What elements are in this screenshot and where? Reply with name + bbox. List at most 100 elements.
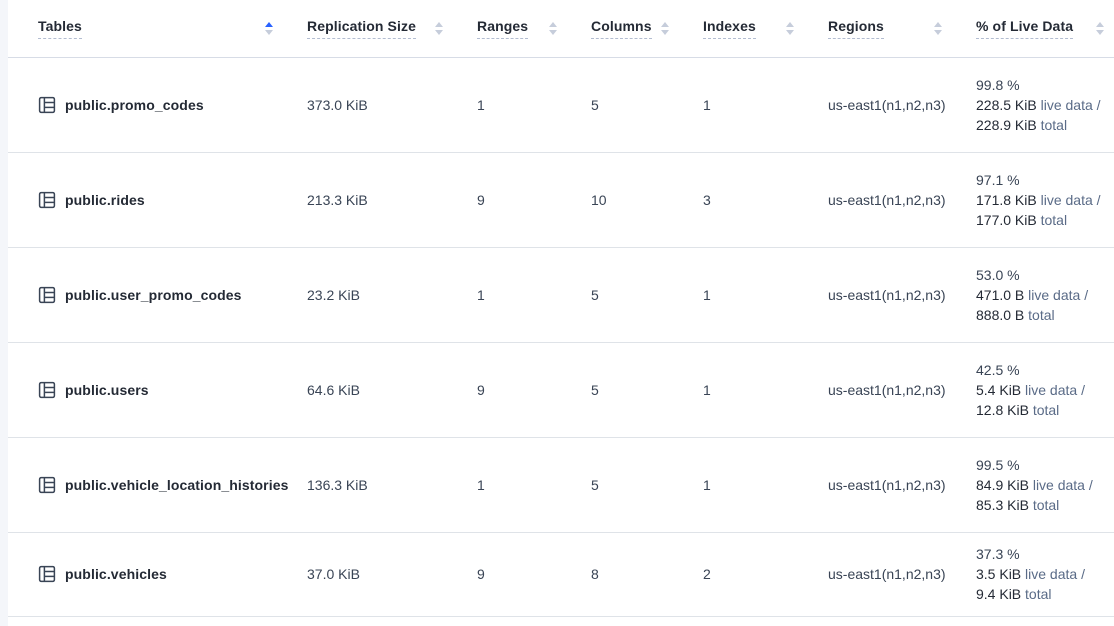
live-data-percent: 42.5 % <box>976 361 1020 378</box>
columns-cell: 5 <box>567 57 679 153</box>
sort-icon[interactable] <box>549 21 557 35</box>
live-data-cell: 37.3 % 3.5 KiB live data / 9.4 KiB total <box>952 532 1114 617</box>
indexes-cell: 1 <box>679 57 804 153</box>
table-row[interactable]: public.users 64.6 KiB 9 5 1 us-east1(n1,… <box>8 342 1114 438</box>
col-header-ranges[interactable]: Ranges <box>453 0 567 58</box>
table-row[interactable]: public.vehicles 37.0 KiB 9 8 2 us-east1(… <box>8 532 1114 617</box>
table-name-cell: public.vehicles <box>8 532 283 617</box>
regions-cell: us-east1(n1,n2,n3) <box>804 342 952 438</box>
columns-cell: 8 <box>567 532 679 617</box>
regions-cell: us-east1(n1,n2,n3) <box>804 437 952 533</box>
table-row[interactable]: public.promo_codes 373.0 KiB 1 5 1 us-ea… <box>8 57 1114 153</box>
columns-cell: 5 <box>567 437 679 533</box>
regions-cell: us-east1(n1,n2,n3) <box>804 152 952 248</box>
col-header-replication-size-label[interactable]: Replication Size <box>307 18 416 39</box>
columns-cell: 5 <box>567 342 679 438</box>
live-data-bytes: 471.0 B live data / <box>976 286 1089 303</box>
ranges-cell: 9 <box>453 532 567 617</box>
live-data-cell: 53.0 % 471.0 B live data / 888.0 B total <box>952 247 1114 343</box>
live-data-cell: 97.1 % 171.8 KiB live data / 177.0 KiB t… <box>952 152 1114 248</box>
col-header-columns[interactable]: Columns <box>567 0 679 58</box>
live-data-bytes: 228.5 KiB live data / <box>976 96 1101 113</box>
ranges-cell: 1 <box>453 247 567 343</box>
table-grid-icon <box>38 286 56 304</box>
table-name-cell: public.promo_codes <box>8 57 283 153</box>
table-name-link[interactable]: public.user_promo_codes <box>65 286 242 303</box>
replication-size-cell: 64.6 KiB <box>283 342 453 438</box>
sort-icon[interactable] <box>661 21 669 35</box>
indexes-cell: 1 <box>679 437 804 533</box>
ranges-cell: 1 <box>453 437 567 533</box>
total-bytes: 888.0 B total <box>976 306 1055 323</box>
col-header-tables-label[interactable]: Tables <box>38 18 82 39</box>
live-data-percent: 97.1 % <box>976 171 1020 188</box>
sort-icon[interactable] <box>786 21 794 35</box>
ranges-cell: 9 <box>453 152 567 248</box>
total-bytes: 228.9 KiB total <box>976 116 1068 133</box>
ranges-cell: 9 <box>453 342 567 438</box>
sort-icon[interactable] <box>1096 21 1104 35</box>
col-header-regions[interactable]: Regions <box>804 0 952 58</box>
live-data-bytes: 3.5 KiB live data / <box>976 566 1085 582</box>
live-data-cell: 99.8 % 228.5 KiB live data / 228.9 KiB t… <box>952 57 1114 153</box>
sort-asc-icon[interactable] <box>265 21 273 35</box>
replication-size-cell: 373.0 KiB <box>283 57 453 153</box>
col-header-live-data-label[interactable]: % of Live Data <box>976 18 1074 39</box>
indexes-cell: 1 <box>679 247 804 343</box>
live-data-percent: 37.3 % <box>976 546 1020 562</box>
col-header-regions-label[interactable]: Regions <box>828 18 884 39</box>
table-name-cell: public.users <box>8 342 283 438</box>
table-row[interactable]: public.rides 213.3 KiB 9 10 3 us-east1(n… <box>8 152 1114 248</box>
table-grid-icon <box>38 476 56 494</box>
sort-icon[interactable] <box>435 21 443 35</box>
total-bytes: 9.4 KiB total <box>976 586 1052 602</box>
table-header-row: Tables Replication Size Ranges <box>8 0 1114 58</box>
col-header-replication-size[interactable]: Replication Size <box>283 0 453 58</box>
table-name-link[interactable]: public.users <box>65 381 149 398</box>
table-name-cell: public.rides <box>8 152 283 248</box>
table-grid-icon <box>38 191 56 209</box>
live-data-bytes: 84.9 KiB live data / <box>976 476 1093 493</box>
page-background-strip <box>0 0 8 626</box>
table-name-link[interactable]: public.vehicle_location_histories <box>65 476 289 493</box>
col-header-indexes-label[interactable]: Indexes <box>703 18 756 39</box>
total-bytes: 12.8 KiB total <box>976 401 1060 418</box>
table-grid-icon <box>38 565 56 583</box>
total-bytes: 85.3 KiB total <box>976 496 1060 513</box>
replication-size-cell: 136.3 KiB <box>283 437 453 533</box>
live-data-cell: 42.5 % 5.4 KiB live data / 12.8 KiB tota… <box>952 342 1114 438</box>
replication-size-cell: 23.2 KiB <box>283 247 453 343</box>
replication-size-cell: 37.0 KiB <box>283 532 453 617</box>
table-row[interactable]: public.user_promo_codes 23.2 KiB 1 5 1 u… <box>8 247 1114 343</box>
columns-cell: 10 <box>567 152 679 248</box>
ranges-cell: 1 <box>453 57 567 153</box>
indexes-cell: 1 <box>679 342 804 438</box>
live-data-percent: 53.0 % <box>976 266 1020 283</box>
tables-card: Tables Replication Size Ranges <box>8 0 1114 626</box>
live-data-percent: 99.8 % <box>976 76 1020 93</box>
col-header-ranges-label[interactable]: Ranges <box>477 18 529 39</box>
col-header-tables[interactable]: Tables <box>8 0 283 58</box>
total-bytes: 177.0 KiB total <box>976 211 1068 228</box>
regions-cell: us-east1(n1,n2,n3) <box>804 247 952 343</box>
table-name-link[interactable]: public.vehicles <box>65 566 167 582</box>
table-row[interactable]: public.vehicle_location_histories 136.3 … <box>8 437 1114 533</box>
replication-size-cell: 213.3 KiB <box>283 152 453 248</box>
columns-cell: 5 <box>567 247 679 343</box>
regions-cell: us-east1(n1,n2,n3) <box>804 57 952 153</box>
col-header-indexes[interactable]: Indexes <box>679 0 804 58</box>
table-name-cell: public.user_promo_codes <box>8 247 283 343</box>
live-data-percent: 99.5 % <box>976 456 1020 473</box>
table-grid-icon <box>38 381 56 399</box>
indexes-cell: 2 <box>679 532 804 617</box>
table-grid-icon <box>38 96 56 114</box>
sort-icon[interactable] <box>934 21 942 35</box>
live-data-bytes: 171.8 KiB live data / <box>976 191 1101 208</box>
table-name-link[interactable]: public.rides <box>65 191 145 208</box>
col-header-live-data[interactable]: % of Live Data <box>952 0 1114 58</box>
col-header-columns-label[interactable]: Columns <box>591 18 652 39</box>
live-data-cell: 99.5 % 84.9 KiB live data / 85.3 KiB tot… <box>952 437 1114 533</box>
table-name-link[interactable]: public.promo_codes <box>65 96 204 113</box>
live-data-bytes: 5.4 KiB live data / <box>976 381 1085 398</box>
